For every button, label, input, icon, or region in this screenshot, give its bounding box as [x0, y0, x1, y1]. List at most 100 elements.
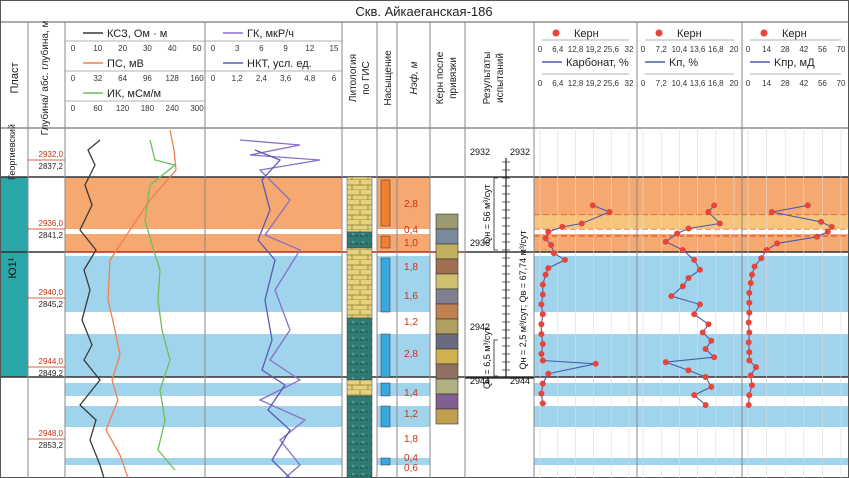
- depth-label: 2932,0: [39, 150, 64, 159]
- tick-label: 20: [118, 44, 127, 53]
- tick-label: 10,4: [672, 45, 688, 54]
- core-point: [751, 263, 758, 270]
- core-point: [545, 228, 552, 235]
- tick-label: 42: [799, 79, 808, 88]
- header-core-after-2: привязки: [448, 57, 459, 99]
- saturation-segment: [380, 405, 391, 428]
- heff-value: 0,4: [404, 225, 418, 236]
- heff-value: 1,8: [404, 262, 418, 273]
- abs-depth-label: 2841,2: [39, 231, 64, 240]
- core-point: [804, 202, 811, 209]
- core-point: [708, 383, 715, 390]
- saturation-segment: [380, 382, 391, 397]
- core-point: [828, 223, 835, 230]
- heff-value: 1,0: [404, 238, 418, 249]
- core-segment: [435, 333, 459, 350]
- core-point: [774, 240, 781, 247]
- core-segment: [435, 348, 459, 365]
- interval-band: [65, 334, 342, 377]
- interval-band: [534, 383, 849, 396]
- legend-core-marker: [655, 29, 663, 37]
- interval-band: [397, 234, 430, 252]
- core-point: [542, 235, 549, 242]
- core-point: [662, 238, 669, 245]
- core-point: [702, 346, 709, 352]
- saturation-segment: [380, 333, 391, 378]
- core-point: [539, 400, 546, 407]
- core-point: [716, 220, 723, 227]
- core-segment: [435, 393, 459, 410]
- tick-label: 20: [730, 45, 739, 54]
- interval-band: [65, 256, 342, 312]
- interval-band: [397, 334, 430, 377]
- gk-curve: [239, 139, 321, 478]
- interval-band: [65, 177, 342, 229]
- legend-core-label: Керн: [574, 28, 599, 40]
- core-point: [550, 250, 557, 257]
- tick-label: 56: [818, 45, 827, 54]
- core-segment: [435, 318, 459, 335]
- tick-label: 25,6: [603, 45, 619, 54]
- test-depth-label: 2932: [470, 147, 490, 157]
- depth-label: 2940,0: [39, 288, 64, 297]
- tick-label: 4,8: [304, 74, 316, 83]
- interval-band: [534, 234, 849, 252]
- depth-label: 2944,0: [39, 357, 64, 366]
- tick-label: 28: [781, 45, 790, 54]
- core-point: [679, 247, 686, 253]
- tick-label: 64: [118, 74, 127, 83]
- core-point: [691, 256, 698, 263]
- tick-label: 0: [746, 79, 751, 88]
- lithology-segment: [346, 395, 373, 478]
- core-point: [562, 256, 568, 263]
- heff-value: 1,2: [404, 317, 418, 328]
- tick-label: 42: [799, 45, 808, 54]
- tick-label: 20: [730, 79, 739, 88]
- core-point: [538, 301, 545, 308]
- tick-label: 12,8: [568, 45, 584, 54]
- core-point: [753, 364, 759, 371]
- interval-band: [397, 177, 430, 229]
- tick-label: 6: [259, 44, 264, 53]
- legend-label: НКТ, усл. ед.: [247, 58, 312, 70]
- core-point: [696, 266, 703, 273]
- core-point: [548, 242, 555, 248]
- tick-label: 1,2: [232, 74, 244, 83]
- core-point: [749, 382, 755, 389]
- tick-label: 160: [190, 74, 204, 83]
- core-point: [747, 372, 754, 379]
- core-point: [696, 301, 703, 308]
- nkt-curve: [254, 149, 291, 478]
- tick-label: 32: [625, 45, 634, 54]
- tick-label: 128: [166, 74, 180, 83]
- tick-label: 96: [143, 74, 152, 83]
- core-point: [745, 319, 752, 326]
- tick-label: 19,2: [586, 45, 602, 54]
- core-point: [589, 202, 596, 209]
- test-depth-label-right: 2944: [510, 376, 530, 386]
- legend-line-label: Kпр, мД: [774, 57, 815, 69]
- core-point: [606, 209, 613, 215]
- core-segment: [435, 378, 459, 395]
- tick-label: 6: [332, 74, 337, 83]
- tick-label: 0: [71, 104, 76, 113]
- header-lithology-2: по ГИС: [361, 61, 372, 95]
- core-point: [578, 220, 585, 227]
- test-result-3: Qн = 6,5 м³/сут: [482, 327, 492, 389]
- header-tests-2: испытаний: [495, 53, 506, 103]
- tick-label: 32: [625, 79, 634, 88]
- interval-band: [397, 406, 430, 427]
- core-segment: [435, 258, 459, 275]
- heff-value: 1,4: [404, 388, 418, 399]
- test-result-2: Qн = 2,5 м³/сут; Qв = 67,74 м³/сут: [518, 231, 528, 370]
- header-core-after-1: Керн после: [435, 51, 446, 104]
- header-lithology-1: Литология: [348, 54, 359, 102]
- header-heff: Hэф, м: [408, 61, 420, 94]
- core-point: [747, 280, 754, 286]
- tick-label: 240: [166, 104, 180, 113]
- heff-value: 2,8: [404, 349, 418, 360]
- test-result-1: Qн = 56 м³/сут: [482, 184, 492, 244]
- legend-label: ПС, мВ: [107, 58, 144, 70]
- tick-label: 300: [190, 104, 204, 113]
